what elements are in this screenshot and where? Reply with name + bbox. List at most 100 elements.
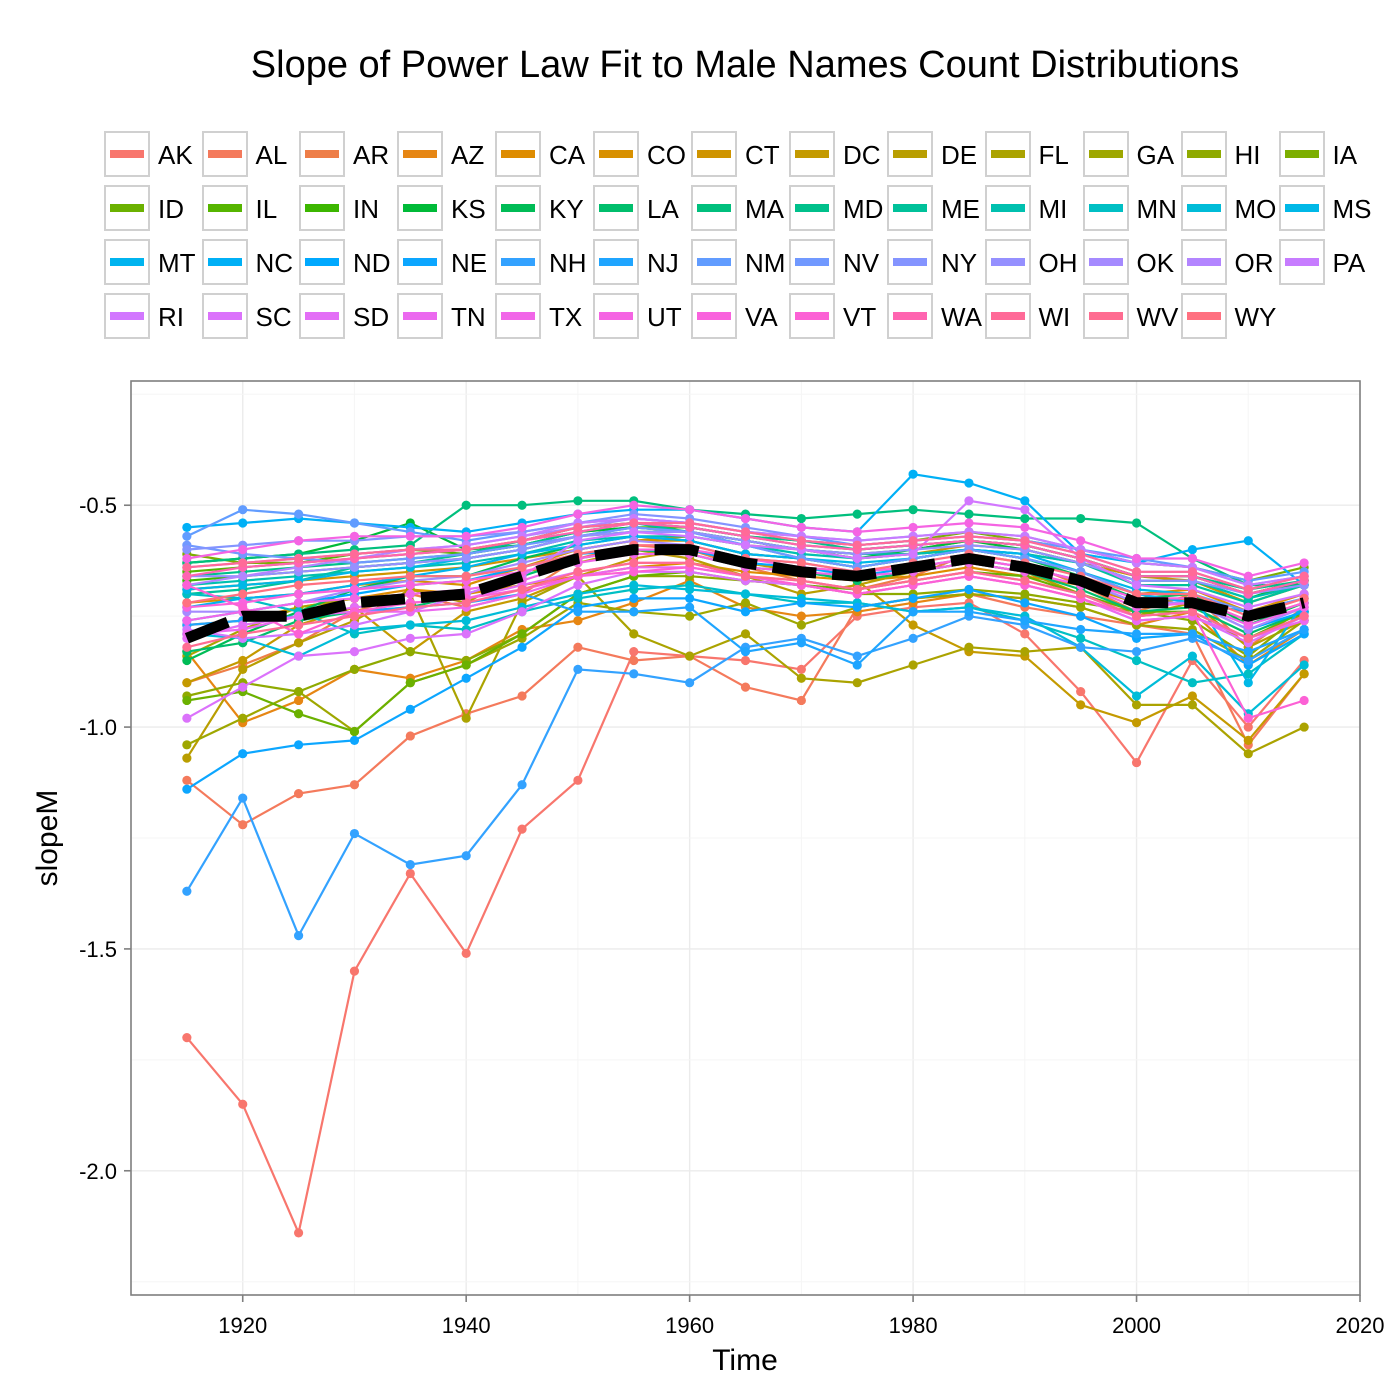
- data-point: [1299, 669, 1309, 679]
- legend-key: [495, 185, 541, 231]
- data-point: [182, 775, 192, 785]
- data-point: [685, 558, 695, 568]
- data-point: [182, 522, 192, 533]
- data-point: [238, 571, 248, 581]
- legend-label: ID: [158, 194, 184, 224]
- legend-key: [1180, 131, 1227, 177]
- data-point: [517, 607, 527, 617]
- data-point: [349, 531, 360, 541]
- data-point: [405, 868, 415, 879]
- data-point: [405, 589, 415, 599]
- legend-label: TX: [549, 302, 583, 332]
- data-point: [349, 549, 360, 559]
- legend-key: [104, 239, 150, 285]
- data-point: [964, 584, 974, 595]
- data-point: [1076, 513, 1086, 524]
- data-point: [238, 749, 248, 759]
- legend-key: [397, 239, 443, 285]
- data-point: [182, 713, 192, 723]
- x-tick-label: 2000: [1112, 1313, 1161, 1338]
- data-point: [517, 824, 527, 834]
- data-point: [1131, 611, 1142, 621]
- data-point: [1020, 615, 1030, 626]
- data-point: [349, 664, 360, 674]
- legend-label: UT: [647, 302, 682, 332]
- data-point: [1020, 629, 1030, 639]
- data-point: [964, 642, 974, 652]
- data-point: [573, 496, 583, 506]
- legend-key: [984, 185, 1031, 231]
- data-point: [1076, 611, 1086, 621]
- data-point: [1187, 691, 1198, 701]
- data-point: [573, 536, 583, 546]
- legend-key: [1180, 239, 1227, 285]
- data-point: [293, 598, 304, 608]
- series-ut: [182, 500, 1309, 581]
- data-point: [1243, 678, 1253, 688]
- legend-label: IL: [255, 194, 278, 224]
- legend-key: [984, 239, 1031, 285]
- data-point: [964, 607, 974, 617]
- data-point: [796, 513, 806, 524]
- data-point: [405, 620, 415, 630]
- data-point: [573, 509, 583, 519]
- legend-label: CO: [647, 140, 686, 170]
- legend-key: [1278, 239, 1325, 285]
- data-point: [852, 678, 862, 688]
- legend-key: [299, 185, 345, 231]
- data-point: [461, 673, 471, 683]
- legend-key: [1082, 239, 1129, 285]
- legend-key-swatch: [893, 258, 927, 266]
- y-tick-label: -1.0: [79, 715, 117, 740]
- data-point: [517, 629, 527, 639]
- data-point: [796, 536, 806, 546]
- legend-key: [887, 293, 933, 339]
- data-point: [238, 713, 248, 723]
- legend-key: [789, 185, 835, 231]
- data-point: [182, 655, 192, 666]
- data-point: [1243, 713, 1253, 723]
- legend-key-swatch: [110, 312, 144, 320]
- legend-key-swatch: [1088, 204, 1123, 212]
- series-ak: [182, 598, 1309, 1238]
- data-point: [349, 611, 360, 621]
- data-point: [629, 629, 639, 639]
- data-point: [740, 571, 751, 581]
- data-point: [852, 553, 862, 564]
- legend-key-swatch: [697, 150, 731, 158]
- legend-key: [887, 185, 933, 231]
- data-point: [293, 686, 304, 697]
- legend-key: [593, 131, 639, 177]
- data-point: [405, 580, 415, 590]
- data-point: [349, 518, 360, 528]
- legend-key-swatch: [207, 204, 242, 212]
- data-point: [629, 655, 639, 666]
- legend-key: [691, 239, 737, 285]
- legend-key: [201, 185, 248, 231]
- data-point: [1076, 642, 1086, 652]
- data-point: [405, 545, 415, 555]
- data-point: [629, 580, 639, 590]
- data-point: [1076, 589, 1086, 599]
- data-point: [740, 607, 751, 617]
- data-point: [182, 740, 192, 750]
- legend-label: NE: [451, 248, 488, 278]
- y-axis-title: slopeM: [31, 790, 64, 887]
- data-point: [1131, 567, 1142, 577]
- legend-label: FL: [1038, 140, 1069, 170]
- data-point: [517, 562, 527, 572]
- data-point: [349, 647, 360, 657]
- legend-key: [1180, 185, 1227, 231]
- data-point: [293, 638, 304, 648]
- data-point: [1187, 589, 1198, 599]
- data-point: [685, 651, 695, 661]
- data-point: [1131, 700, 1142, 710]
- data-point: [1187, 700, 1198, 710]
- legend-key-swatch: [893, 312, 927, 320]
- legend-label: IA: [1332, 140, 1358, 170]
- data-point: [182, 580, 192, 590]
- data-point: [908, 522, 918, 533]
- legend-label: IN: [353, 194, 379, 224]
- data-point: [964, 509, 974, 519]
- legend-key: [691, 293, 737, 339]
